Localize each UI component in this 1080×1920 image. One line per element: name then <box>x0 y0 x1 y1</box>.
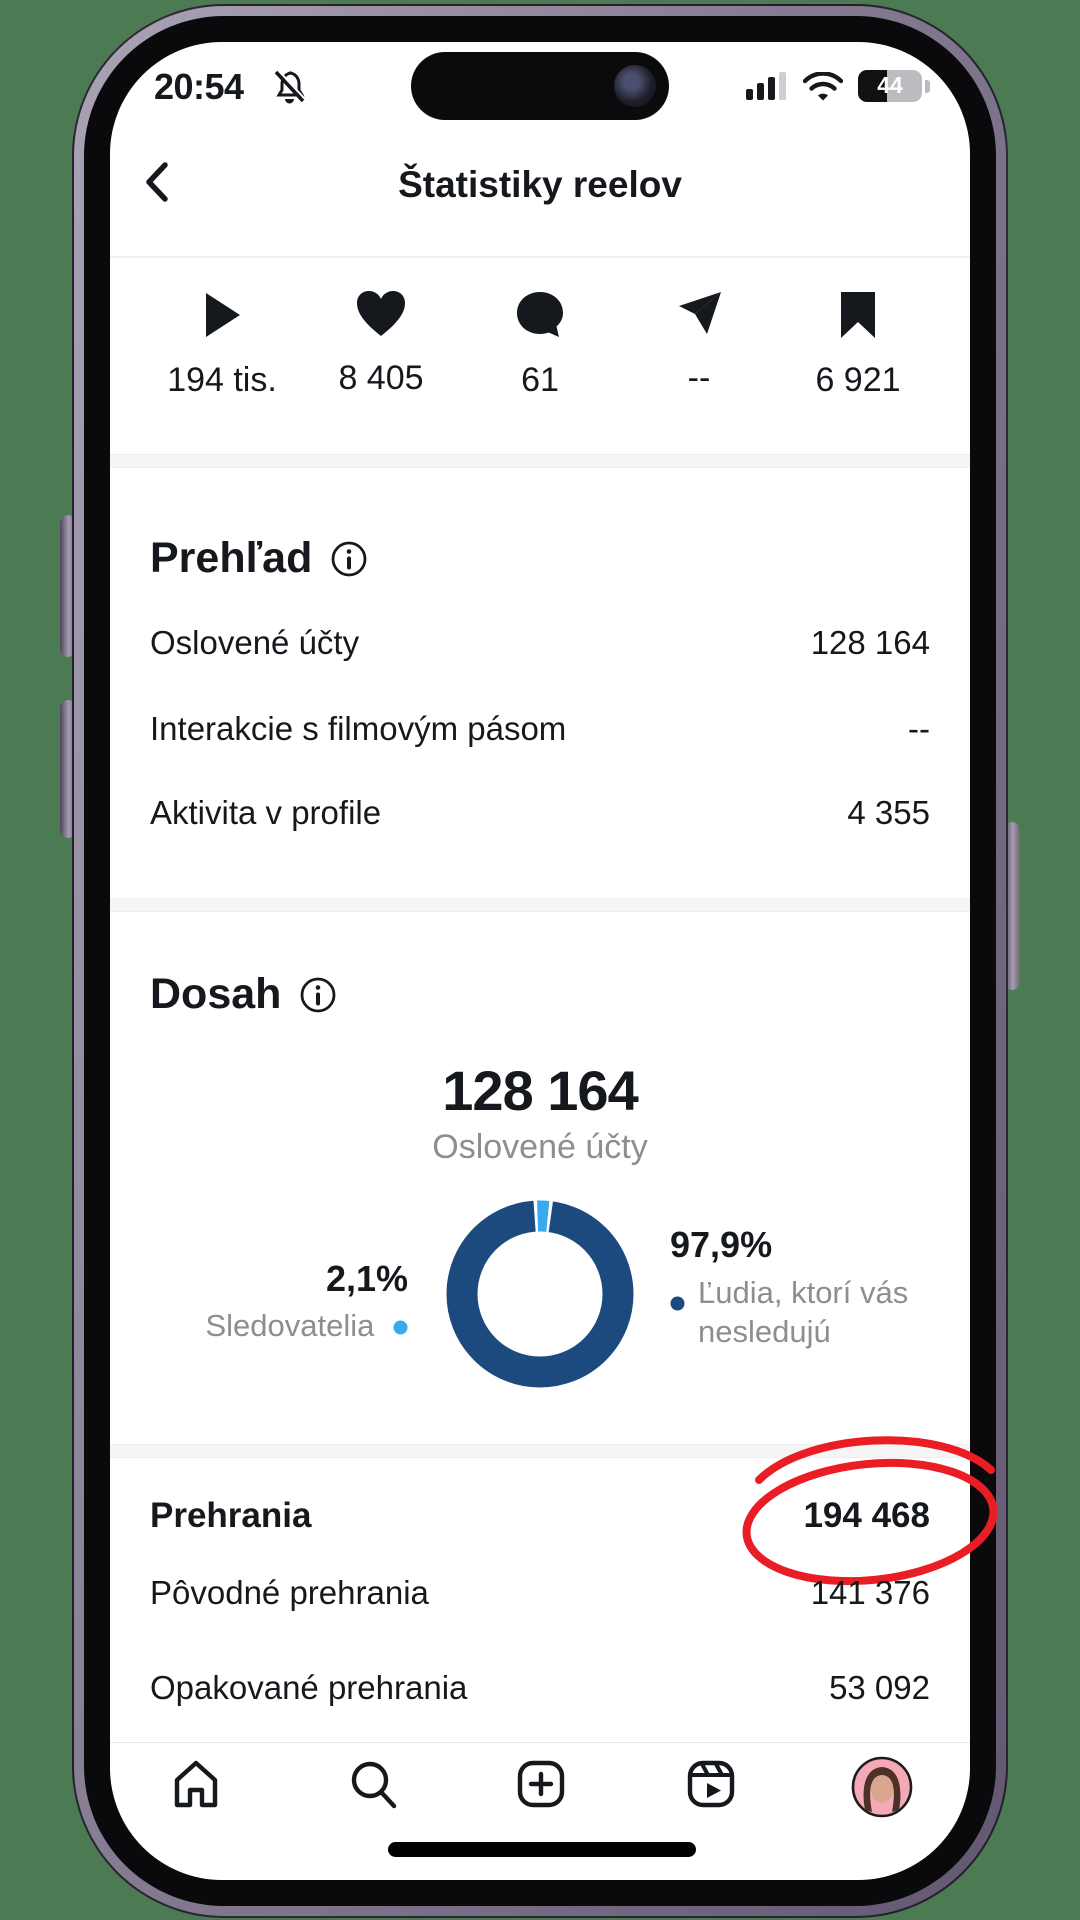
comment-icon <box>517 292 563 337</box>
wifi-icon <box>803 71 843 100</box>
row-label: Aktivita v profile <box>150 794 382 831</box>
nav-search[interactable] <box>345 1756 401 1817</box>
overview-heading: Prehľad <box>150 534 368 583</box>
row-value: 53 092 <box>829 1669 930 1706</box>
section-divider <box>110 898 970 912</box>
red-circle-annotation <box>742 1436 998 1586</box>
row-label: Opakované prehrania <box>150 1669 468 1706</box>
metric-value: -- <box>687 359 711 397</box>
search-icon <box>351 1761 397 1809</box>
status-time: 20:54 <box>154 66 244 107</box>
home-icon <box>174 1760 218 1808</box>
metric-value: 6 921 <box>815 361 901 399</box>
metric-likes: 8 405 <box>305 290 457 400</box>
row-value: 128 164 <box>810 624 930 661</box>
page-title: Štatistiky reelov <box>398 164 682 205</box>
slice-label-nonfollowers: 97,9% Ľudia, ktorí vás nesledujú <box>670 1224 936 1352</box>
create-icon <box>517 1760 565 1808</box>
nav-profile[interactable] <box>851 1756 913 1823</box>
slice-percent: 97,9% <box>670 1224 773 1265</box>
signal-icon <box>746 72 786 100</box>
metric-value: 8 405 <box>338 359 424 397</box>
legend-dot-blue <box>393 1320 408 1335</box>
overview-title: Prehľad <box>150 534 313 582</box>
metrics-row: 194 tis. 8 405 61 -- 6 921 <box>110 290 970 400</box>
slice-label-followers: 2,1% Sledovatelia <box>205 1258 408 1344</box>
nav-home[interactable] <box>168 1756 224 1817</box>
reach-total: 128 164 <box>442 1059 638 1122</box>
plays-title: Prehrania <box>150 1496 312 1535</box>
reach-title: Dosah <box>150 970 282 1018</box>
metric-shares: -- <box>623 290 775 400</box>
dynamic-island <box>411 52 669 120</box>
power-button <box>1004 822 1020 990</box>
section-divider <box>110 454 970 468</box>
row-label: Pôvodné prehrania <box>150 1574 429 1611</box>
slice-name: Ľudia, ktorí vás nesledujú <box>698 1275 909 1349</box>
info-icon[interactable] <box>299 976 337 1014</box>
battery-percent: 44 <box>877 72 903 98</box>
plays-row: Pôvodné prehrania 141 376 <box>150 1574 930 1612</box>
row-value: 4 355 <box>847 794 930 831</box>
nav-reels[interactable] <box>683 1756 739 1817</box>
metric-value: 194 tis. <box>167 361 277 399</box>
nav-divider <box>110 1742 970 1743</box>
section-divider <box>110 1444 970 1458</box>
metric-plays: 194 tis. <box>146 290 298 400</box>
overview-row: Aktivita v profile 4 355 <box>150 794 930 832</box>
screen: 20:54 44 <box>110 42 998 1880</box>
home-indicator[interactable] <box>388 1842 696 1857</box>
reels-icon <box>687 1760 735 1808</box>
slice-name: Sledovatelia <box>205 1308 375 1343</box>
front-camera <box>614 65 656 107</box>
bookmark-icon <box>841 292 875 338</box>
share-icon <box>679 292 721 334</box>
battery-icon: 44 <box>858 70 922 102</box>
overview-row: Oslovené účty 128 164 <box>150 624 930 662</box>
profile-avatar <box>851 1756 913 1818</box>
phone-frame: 20:54 44 <box>72 4 1008 1918</box>
info-icon[interactable] <box>330 540 368 578</box>
row-value: -- <box>908 710 930 747</box>
row-label: Interakcie s filmovým pásom <box>150 710 567 747</box>
row-value: 141 376 <box>810 1574 930 1611</box>
header-divider <box>110 256 970 258</box>
heart-icon <box>357 291 405 336</box>
plays-row: Opakované prehrania 53 092 <box>150 1669 930 1707</box>
plays-header-row: Prehrania 194 468 <box>150 1496 930 1536</box>
metric-value: 61 <box>521 361 559 399</box>
metric-saves: 6 921 <box>782 290 934 400</box>
legend-dot-navy <box>670 1296 685 1311</box>
metric-comments: 61 <box>464 290 616 400</box>
plays-total: 194 468 <box>803 1496 930 1535</box>
bell-slash-icon <box>274 70 306 104</box>
back-button[interactable] <box>144 160 170 204</box>
battery-nub <box>925 79 930 93</box>
overview-row: Interakcie s filmovým pásom -- <box>150 710 930 748</box>
nav-create[interactable] <box>513 1756 569 1817</box>
reach-heading: Dosah <box>150 970 337 1019</box>
row-label: Oslovené účty <box>150 624 360 661</box>
reach-donut-chart <box>445 1199 635 1389</box>
reach-caption: Oslovené účty <box>432 1128 648 1166</box>
slice-percent: 2,1% <box>325 1258 408 1299</box>
play-icon <box>206 293 240 337</box>
